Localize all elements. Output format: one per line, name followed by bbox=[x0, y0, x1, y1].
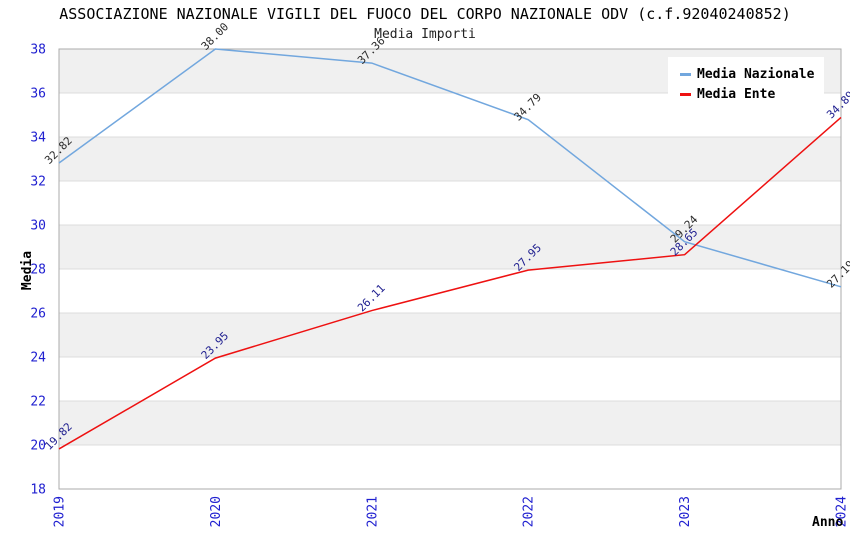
y-tick-label: 24 bbox=[30, 351, 46, 366]
y-tick-label: 26 bbox=[30, 307, 46, 322]
y-tick-label: 18 bbox=[30, 483, 46, 498]
point-label-media-ente: 26.11 bbox=[355, 282, 388, 315]
x-tick-label: 2019 bbox=[53, 496, 68, 527]
plot-frame bbox=[58, 48, 842, 490]
legend-label-media-ente: Media Ente bbox=[697, 86, 776, 102]
y-tick-label: 22 bbox=[30, 395, 46, 410]
y-tick-label: 32 bbox=[30, 175, 46, 190]
y-axis-title: Media bbox=[20, 250, 36, 291]
plot-band bbox=[59, 137, 841, 181]
x-axis-title: Anno bbox=[812, 515, 844, 530]
plot-band bbox=[59, 401, 841, 445]
point-label-media-ente: 34.89 bbox=[824, 89, 850, 122]
legend-item-media-nazionale: Media Nazionale bbox=[680, 64, 814, 84]
legend-swatch-media-nazionale bbox=[680, 72, 691, 76]
plot-band bbox=[59, 225, 841, 269]
series-line-media-nazionale bbox=[58, 48, 842, 288]
x-tick-label: 2020 bbox=[209, 496, 224, 527]
y-tick-label: 34 bbox=[30, 131, 46, 146]
y-tick-label: 30 bbox=[30, 219, 46, 234]
legend: Media Nazionale Media Ente bbox=[668, 57, 825, 112]
chart-title: ASSOCIAZIONE NAZIONALE VIGILI DEL FUOCO … bbox=[59, 5, 791, 23]
x-tick-label: 2024 bbox=[835, 496, 850, 527]
chart-subtitle: Media Importi bbox=[374, 27, 476, 42]
y-tick-label: 28 bbox=[30, 263, 46, 278]
legend-item-media-ente: Media Ente bbox=[680, 84, 814, 104]
point-label-media-nazionale: 34.79 bbox=[511, 91, 544, 124]
x-tick-label: 2023 bbox=[678, 496, 693, 527]
legend-label-media-nazionale: Media Nazionale bbox=[697, 66, 815, 82]
x-tick-label: 2021 bbox=[365, 496, 380, 527]
y-tick-label: 36 bbox=[30, 87, 46, 102]
x-tick-label: 2022 bbox=[522, 496, 537, 527]
plot-band bbox=[59, 313, 841, 357]
y-tick-label: 38 bbox=[30, 43, 46, 58]
legend-swatch-media-ente bbox=[680, 92, 691, 96]
y-tick-label: 20 bbox=[30, 439, 46, 454]
series-line-media-ente bbox=[58, 116, 842, 450]
